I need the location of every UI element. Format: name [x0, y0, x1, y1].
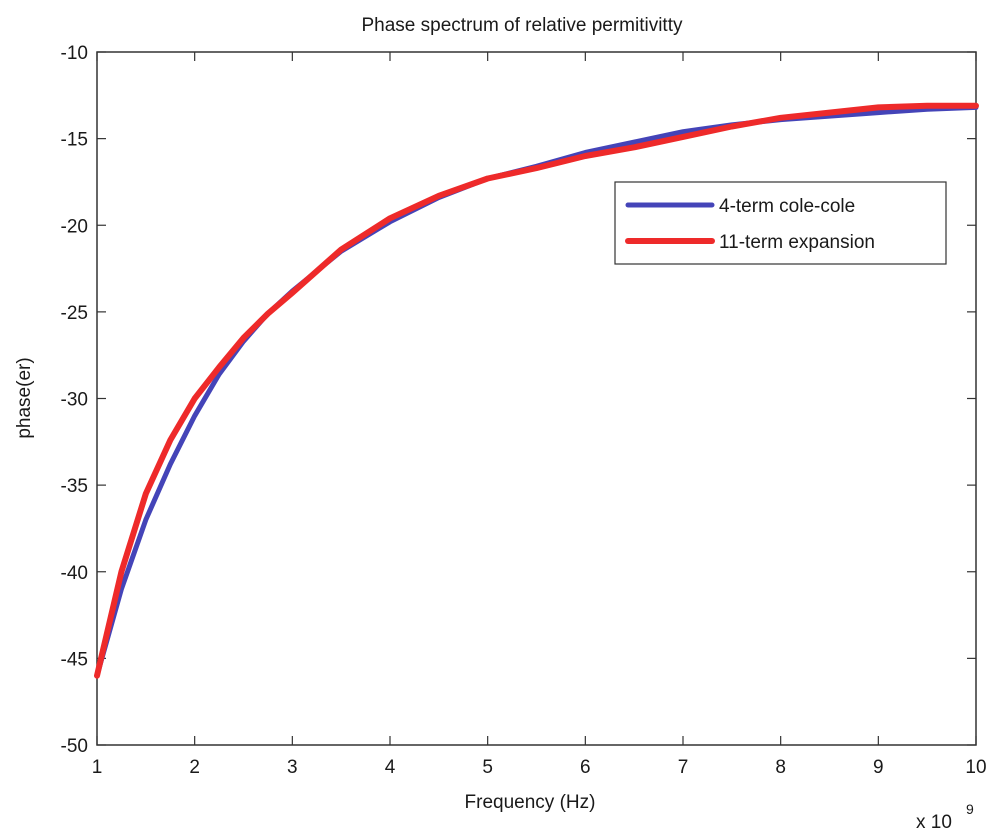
y-tick-label: -10: [61, 43, 88, 64]
x-axis-ticks: 1 2 3 4 5 6 7 8 9 10: [92, 52, 987, 778]
x-tick-label: 4: [385, 757, 396, 778]
y-tick-label: -30: [61, 390, 88, 411]
y-tick-label: -20: [61, 216, 88, 237]
y-tick-label: -45: [61, 649, 88, 670]
x-multiplier-label: x 10: [916, 812, 952, 833]
y-tick-label: -25: [61, 303, 88, 324]
x-tick-label: 10: [965, 757, 986, 778]
legend-label-11-term-expansion: 11-term expansion: [719, 232, 875, 253]
y-axis-ticks: -50 -45 -40 -35 -30 -25 -20 -15 -10: [61, 43, 976, 757]
plot-area: 1 2 3 4 5 6 7 8 9 10 -50 -45 -40 -35 -30 -25 -20 -15 -10: [61, 43, 987, 778]
series-layer: [94, 102, 979, 679]
plot-frame: [96, 51, 977, 746]
x-axis-title: Frequency (Hz): [465, 792, 596, 813]
x-tick-label: 5: [482, 757, 493, 778]
x-tick-label: 9: [873, 757, 884, 778]
x-tick-label: 7: [678, 757, 689, 778]
x-tick-label: 6: [580, 757, 591, 778]
x-multiplier-exponent: 9: [966, 801, 974, 817]
series-line-11-term-expansion: [94, 102, 979, 679]
legend: 4-term cole-cole 11-term expansion: [614, 181, 947, 265]
x-axis-multiplier: x 10 9: [916, 801, 974, 833]
y-tick-label: -40: [61, 563, 88, 584]
x-tick-label: 1: [92, 757, 103, 778]
y-tick-label: -35: [61, 476, 88, 497]
legend-box: [614, 181, 947, 265]
chart-title: Phase spectrum of relative permitivitty: [361, 15, 683, 36]
y-axis-title: phase(er): [14, 357, 35, 438]
x-tick-label: 3: [287, 757, 298, 778]
legend-label-4-term-cole-cole: 4-term cole-cole: [719, 196, 855, 217]
x-tick-label: 8: [775, 757, 786, 778]
y-tick-label: -15: [61, 130, 88, 151]
x-tick-label: 2: [189, 757, 200, 778]
y-tick-label: -50: [61, 736, 88, 757]
